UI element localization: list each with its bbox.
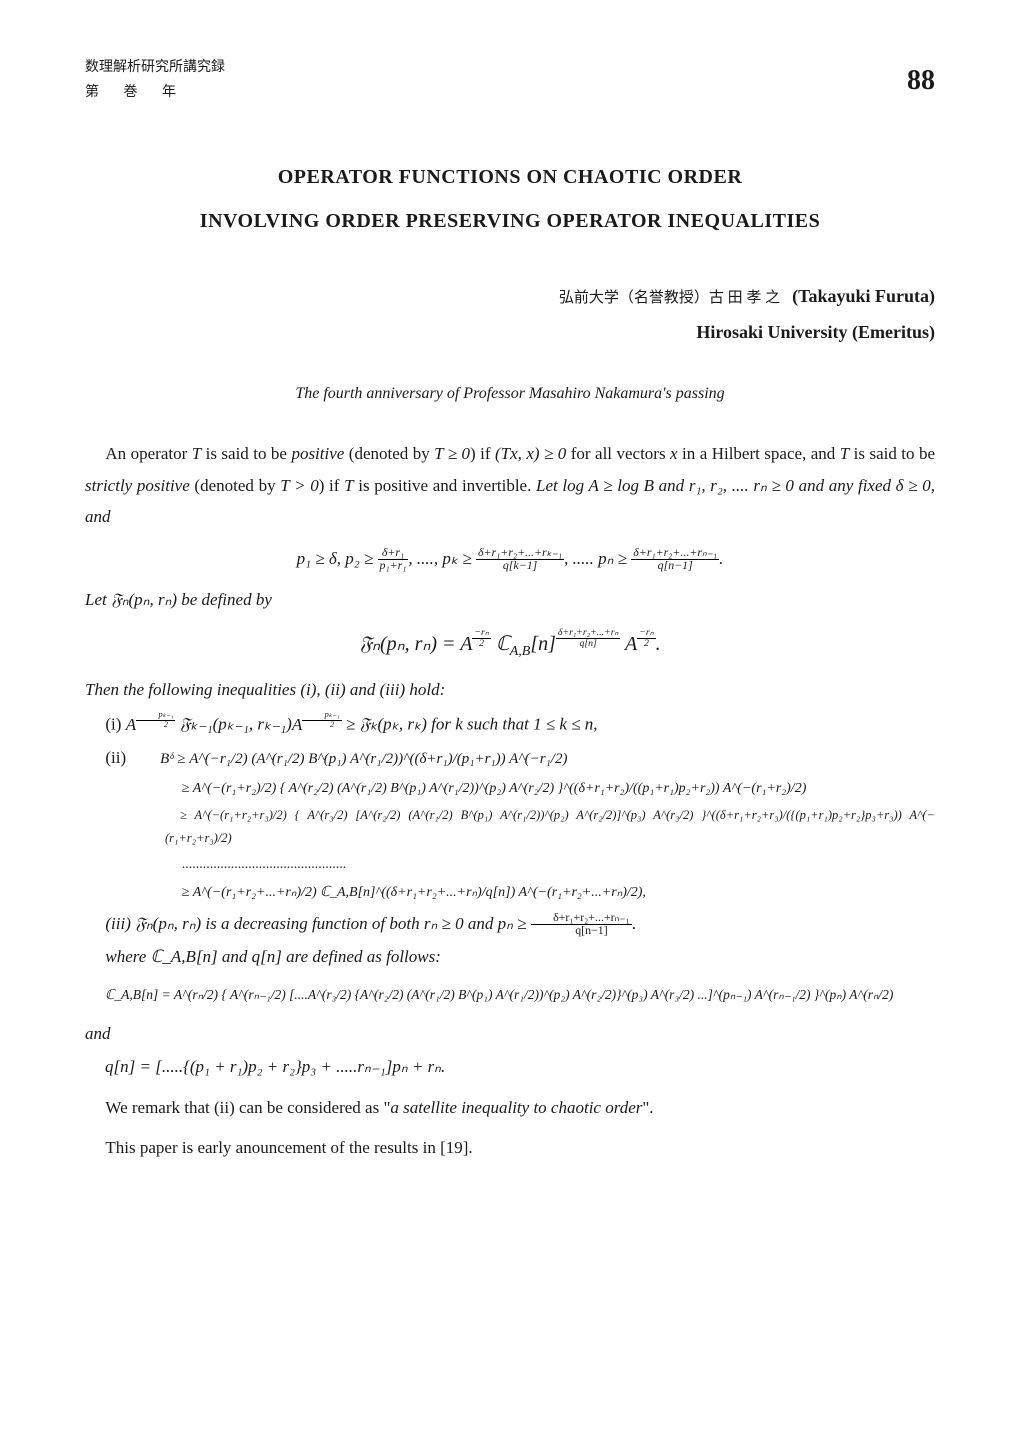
header-left: 数理解析研究所講究録 第 巻 年 xyxy=(85,55,935,105)
affiliation: Hirosaki University (Emeritus) xyxy=(85,314,935,350)
ii-l4: ≥ A^(−(r₁+r₂+...+rₙ)/2) ℂ_A,B[n]^((δ+r₁+… xyxy=(85,880,935,906)
ii-dots: ........................................… xyxy=(85,852,935,878)
author-block: 弘前大学（名誉教授）古 田 孝 之 (Takayuki Furuta) Hiro… xyxy=(85,278,935,350)
qn-def: q[n] = [.....{(p₁ + r₁)p₂ + r₂}p₃ + ....… xyxy=(85,1051,935,1082)
body: An operator T is said to be positive (de… xyxy=(85,438,935,1163)
where: where ℂ_A,B[n] and q[n] are defined as f… xyxy=(85,941,935,972)
ii-l2: ≥ A^(−(r₁+r₂)/2) { A^(r₂/2) (A^(r₁/2) B^… xyxy=(85,776,935,802)
Fn-def: 𝔉ₙ(pₙ, rₙ) = A−rₙ2 ℂA,B[n]δ+r₁+r₂+...+rₙ… xyxy=(85,626,935,665)
then: Then the following inequalities (i), (ii… xyxy=(85,674,935,705)
item-i: (i) Apₖ₋₁2 𝔉ₖ₋₁(pₖ₋₁, rₖ₋₁)Apₖ₋₁2 ≥ 𝔉ₖ(p… xyxy=(85,708,935,740)
and: and xyxy=(85,1018,935,1049)
ineq-p: p₁ ≥ δ, p₂ ≥ δ+r₁p₁+r₁, ...., pₖ ≥ δ+r₁+… xyxy=(85,543,935,574)
ii-l3: ≥ A^(−(r₁+r₂+r₃)/2) { A^(r₃/2) [A^(r₂/2)… xyxy=(85,804,935,850)
dedication: The fourth anniversary of Professor Masa… xyxy=(85,385,935,403)
title-line2: INVOLVING ORDER PRESERVING OPERATOR INEQ… xyxy=(85,199,935,243)
item-ii: (ii) Bᵟ ≥ A^(−r₁/2) (A^(r₁/2) B^(p₁) A^(… xyxy=(85,742,935,774)
para-1: An operator T is said to be positive (de… xyxy=(85,438,935,532)
title: OPERATOR FUNCTIONS ON CHAOTIC ORDER INVO… xyxy=(85,155,935,243)
CAB-def: ℂ_A,B[n] = A^(rₙ/2) { A^(rₙ₋₁/2) [....A^… xyxy=(85,983,935,1008)
page-number: 88 xyxy=(907,65,935,97)
header-line1: 数理解析研究所講究録 xyxy=(85,55,935,80)
remark: We remark that (ii) can be considered as… xyxy=(85,1092,935,1123)
title-line1: OPERATOR FUNCTIONS ON CHAOTIC ORDER xyxy=(85,155,935,199)
header-line2: 第 巻 年 xyxy=(85,80,935,105)
author-line: 弘前大学（名誉教授）古 田 孝 之 (Takayuki Furuta) xyxy=(85,278,935,314)
final: This paper is early anouncement of the r… xyxy=(85,1132,935,1163)
let-Fn: Let 𝔉ₙ(pₙ, rₙ) be defined by xyxy=(85,584,935,615)
item-iii: (iii) 𝔉ₙ(pₙ, rₙ) is a decreasing functio… xyxy=(85,908,935,939)
